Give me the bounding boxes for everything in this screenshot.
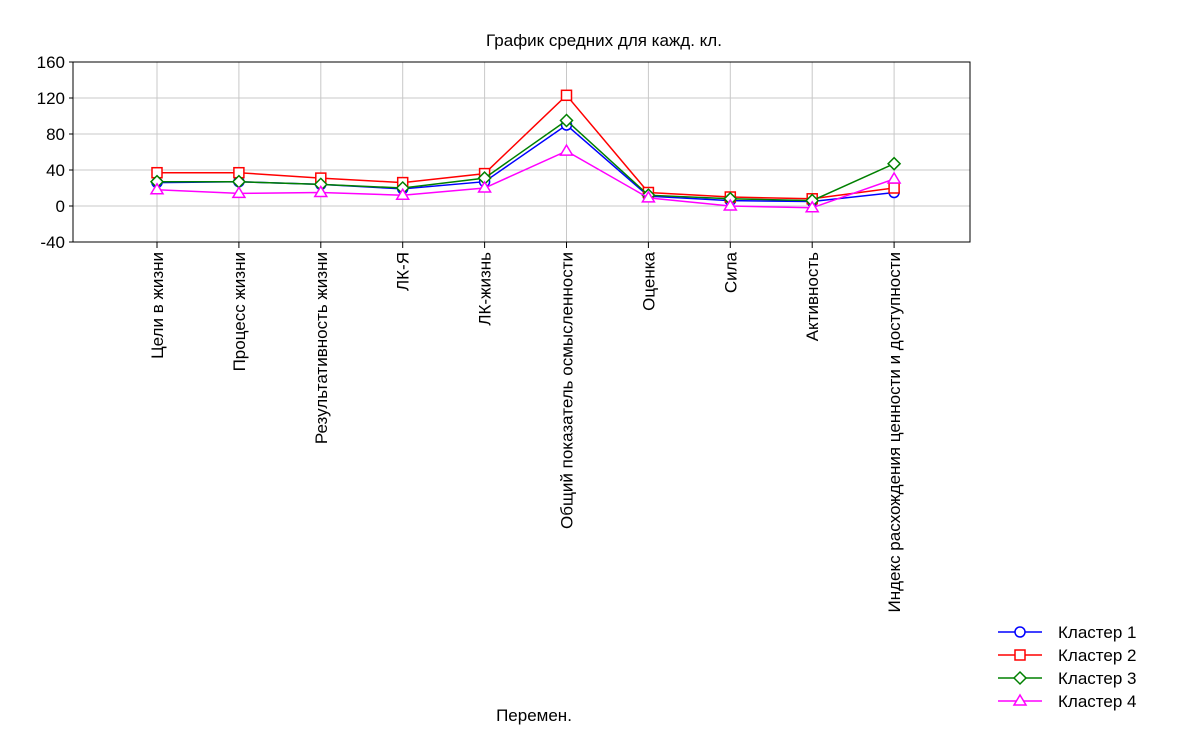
- chart-title: График средних для кажд. кл.: [486, 31, 722, 50]
- series-lines: [149, 89, 902, 213]
- x-axis: Цели в жизни Процесс жизни Результативност…: [148, 242, 904, 613]
- x-tick-label: Индекс расхождения ценности и доступност…: [885, 252, 904, 613]
- legend: Кластер 1 Кластер 2 Кластер 3 Кластер 4: [998, 623, 1136, 711]
- series-3-point: [559, 113, 574, 128]
- series-4-point: [722, 198, 738, 211]
- grid-lines: [73, 62, 970, 242]
- legend-marker: [1012, 670, 1028, 686]
- y-tick-label: 120: [37, 89, 65, 108]
- legend-label: Кластер 4: [1058, 692, 1136, 711]
- y-tick-label: 0: [56, 197, 65, 216]
- x-axis-label: Перемен.: [496, 706, 572, 725]
- series-4-line: [156, 150, 895, 209]
- series-3-line: [157, 119, 895, 202]
- legend-item: Кластер 1: [998, 623, 1136, 642]
- series-4-point: [395, 187, 411, 200]
- series-4-point: [477, 180, 492, 193]
- x-tick-label: Результативность жизни: [312, 252, 331, 444]
- series-2-point: [560, 89, 573, 102]
- y-tick-label: 80: [46, 125, 65, 144]
- series-2-point: [888, 182, 900, 194]
- y-tick-label: 160: [37, 53, 65, 72]
- series-2-line: [157, 94, 895, 200]
- legend-label: Кластер 1: [1058, 623, 1136, 642]
- y-tick-label: 40: [46, 161, 65, 180]
- series-4-point: [641, 190, 656, 203]
- legend-marker: [1014, 649, 1026, 661]
- x-tick-label: Активность: [803, 252, 822, 341]
- x-tick-label: Процесс жизни: [230, 252, 249, 371]
- series-3-point: [887, 156, 902, 171]
- series-2: [151, 89, 900, 205]
- plot-area-frame: [72, 61, 971, 243]
- series-4-point: [559, 143, 574, 156]
- x-tick-label: Оценка: [639, 251, 658, 310]
- legend-item: Кластер 2: [998, 646, 1136, 665]
- y-tick-label: -40: [40, 233, 65, 252]
- legend-label: Кластер 2: [1058, 646, 1136, 665]
- legend-label: Кластер 3: [1058, 669, 1136, 688]
- x-tick-label: Цели в жизни: [148, 252, 167, 359]
- series-4-point: [231, 185, 247, 199]
- x-tick-label: ЛК-Я: [394, 252, 413, 291]
- series-4-point: [804, 200, 820, 213]
- x-tick-label: Общий показатель осмысленности: [558, 252, 577, 529]
- x-tick-label: Сила: [721, 251, 740, 293]
- y-axis: -40 0 40 80 120 160: [37, 53, 73, 252]
- legend-marker: [1014, 626, 1026, 638]
- legend-item: Кластер 3: [998, 669, 1136, 688]
- series-1-line: [156, 124, 895, 203]
- series-4-point: [886, 171, 902, 184]
- x-tick-label: ЛК-жизнь: [476, 252, 495, 326]
- legend-marker: [1012, 693, 1028, 706]
- legend-item: Кластер 4: [998, 692, 1136, 711]
- series-4-point: [313, 185, 329, 198]
- series-4-point: [149, 182, 165, 195]
- series-4: [149, 143, 902, 213]
